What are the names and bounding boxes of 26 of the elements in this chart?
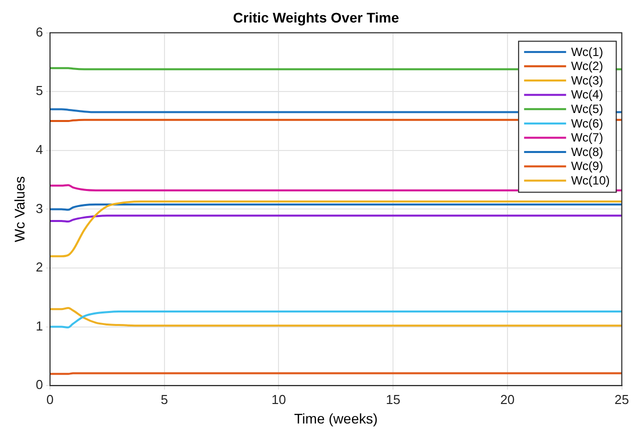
legend-label: Wc(5) (571, 102, 604, 116)
y-axis-title: Wc Values (11, 176, 28, 242)
y-tick-label: 6 (36, 24, 44, 40)
chart-title: Critic Weights Over Time (233, 9, 400, 26)
legend-label: Wc(3) (571, 73, 604, 88)
y-tick-label: 0 (36, 377, 44, 392)
x-tick-label: 25 (614, 392, 630, 407)
x-tick-label: 15 (386, 392, 400, 407)
y-tick-label: 5 (36, 83, 44, 98)
y-tick-label: 2 (36, 260, 44, 275)
legend-label: Wc(9) (571, 159, 604, 174)
x-tick-label: 0 (46, 392, 54, 407)
legend-label: Wc(4) (571, 88, 604, 102)
legend-label: Wc(1) (571, 44, 604, 59)
legend-label: Wc(6) (571, 116, 604, 130)
x-tick-label: 5 (160, 392, 168, 407)
y-tick-label: 3 (36, 200, 44, 216)
y-tick-label: 4 (36, 142, 44, 157)
x-tick-label: 10 (271, 392, 286, 407)
x-axis-title: Time (weeks) (294, 410, 378, 426)
x-tick-label: 20 (500, 392, 515, 407)
legend-label: Wc(7) (571, 130, 604, 145)
legend-label: Wc(8) (571, 144, 604, 159)
y-tick-label: 1 (36, 318, 44, 334)
legend-label: Wc(10) (571, 173, 610, 188)
legend-label: Wc(2) (571, 59, 604, 74)
